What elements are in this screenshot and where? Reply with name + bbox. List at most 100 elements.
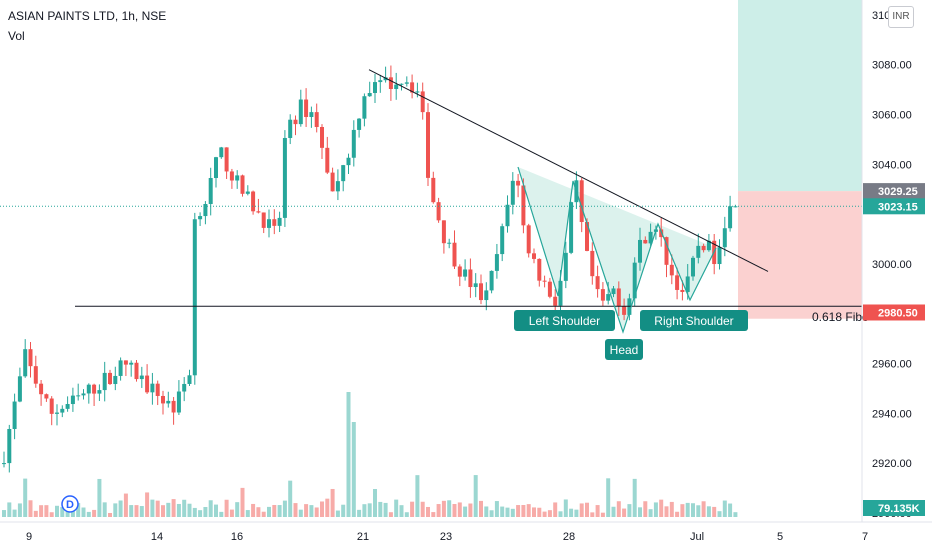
candle-body [473,283,478,288]
volume-bar [309,505,314,517]
candle-body [415,91,420,93]
volume-bar [261,511,266,517]
candle-body [659,229,664,238]
candle-body [330,172,335,192]
volume-bar [622,508,627,517]
candle-body [611,288,616,295]
volume-bar [2,510,6,517]
x-tick-label: 28 [563,531,575,543]
candle-body [547,281,552,297]
candle-body [468,269,473,288]
y-tick-label: 3060.00 [872,110,912,122]
volume-bar [182,499,187,517]
candle-body [108,372,112,385]
currency-badge[interactable]: INR [888,6,914,28]
volume-bar [542,511,547,517]
candle-body [457,266,462,277]
candle-body [383,77,388,81]
candle-body [23,349,28,377]
volume-bar [701,501,706,517]
volume-bar [150,499,155,517]
volume-bar [616,501,621,517]
volume-bar [394,499,399,517]
candle-body [123,360,128,365]
volume-bar [410,501,415,517]
volume-bar [166,502,171,517]
candle-body [145,375,150,393]
price-badge-box [863,304,925,321]
volume-bar [463,506,468,517]
candle-body [325,147,330,173]
volume-bar [648,509,653,517]
volume-bar [473,475,478,517]
event-marker-label: D [66,499,74,511]
candle-body [463,269,468,277]
x-tick-label: 23 [440,531,452,543]
pattern-label-box [640,310,748,331]
candle-body [585,222,589,251]
volume-bar [155,500,160,517]
volume-bar [97,478,102,517]
candle-body [39,383,44,395]
candle-body [526,225,531,254]
price-badge-box [863,500,925,516]
volume-bar [139,506,144,517]
candle-body [722,228,727,248]
volume-bar [675,511,680,517]
volume-bar [113,503,118,517]
candle-body [706,240,711,251]
volume-bar [341,504,346,517]
volume-bar [224,499,229,517]
volume-bar [728,503,733,517]
pattern-label: Right Shoulder [654,314,733,328]
candle-body [542,280,547,282]
candle-body [691,257,695,277]
volume-bar [277,505,282,517]
candle-body [452,242,457,267]
candle-body [12,401,17,429]
candle-body [161,395,165,404]
candle-body [717,247,722,265]
volume-bar [272,504,277,517]
candle-body [426,112,430,178]
candle-body [304,99,309,118]
candle-body [256,211,261,213]
candle-body [288,119,293,138]
volume-bar [235,502,240,517]
volume-bar [357,509,362,517]
volume-bar [123,493,128,517]
candle-body [537,258,542,281]
volume-bar [325,498,330,517]
volume-bar [441,500,446,517]
price-badge-box [863,198,925,215]
candle-body [701,245,706,251]
volume-bar [129,505,134,517]
volume-bar [86,511,91,517]
candle-body [346,157,351,166]
candle-body [643,239,648,244]
candle-body [521,185,526,226]
volume-bar [611,506,616,517]
y-tick-label: 2920.00 [872,458,912,470]
candle-body [65,404,70,409]
volume-bar [494,501,499,517]
x-tick-label: Jul [690,531,704,543]
pattern-label-box [605,339,643,360]
volume-bar [102,502,107,517]
candle-body [510,180,515,205]
candle-body [86,384,91,394]
candle-body [600,289,605,301]
volume-bar [426,506,430,517]
volume-bar [484,506,489,517]
volume-bar [161,505,165,517]
candle-body [309,112,314,118]
volume-bar [92,509,97,517]
candle-body [494,254,499,271]
candle-body [441,220,446,244]
volume-bar [23,478,28,517]
volume-bar [600,512,605,517]
candle-body [314,112,319,128]
volume-bar [521,505,526,517]
volume-bar [55,505,59,517]
